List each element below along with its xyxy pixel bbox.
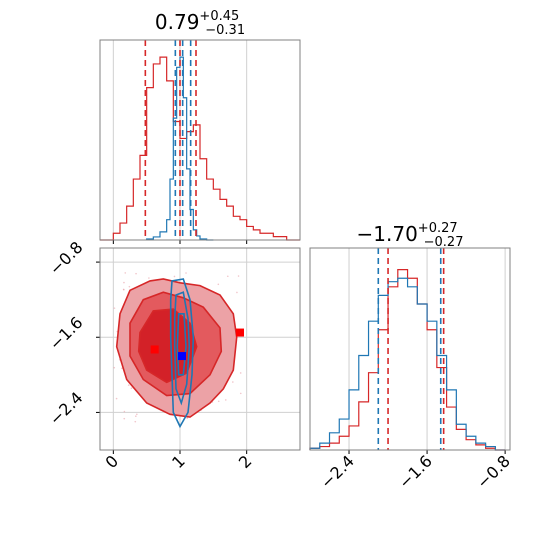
sample-point <box>113 366 116 369</box>
joint-frame <box>99 247 301 451</box>
sample-point <box>130 387 133 389</box>
sample-point <box>239 392 242 395</box>
sample-point <box>124 272 127 274</box>
marginal-y-title: −1.70+0.27 −0.27 <box>357 221 464 250</box>
sample-point <box>232 381 234 383</box>
sample-point <box>186 417 189 419</box>
sample-point <box>135 415 137 417</box>
blue-contour <box>169 278 195 429</box>
marginal-x-frame <box>99 39 301 241</box>
red-contour-inner <box>137 308 198 384</box>
x-tick-label: −1.6 <box>395 451 436 492</box>
marginal-y-panel: −2.4 −1.6 −0.8 −1.70+0.27 −0.27 <box>309 221 514 492</box>
sample-point <box>135 272 137 275</box>
sample-point <box>226 275 229 278</box>
y-tick-label: −1.6 <box>46 313 87 354</box>
marginal-x-panel: 0.79+0.45 −0.31 <box>99 9 301 244</box>
histogram-red <box>309 269 506 451</box>
sample-point <box>128 285 131 288</box>
sample-point <box>134 420 137 423</box>
sample-point <box>237 275 240 277</box>
x-tick-label: −0.8 <box>473 451 514 492</box>
marginal-x-title: 0.79+0.45 −0.31 <box>155 9 245 38</box>
sample-point <box>123 417 126 420</box>
sample-point <box>185 272 187 274</box>
blue-contour <box>173 291 191 406</box>
y-tick-label: −2.4 <box>46 388 87 429</box>
sample-point <box>217 283 220 286</box>
sample-point <box>123 281 125 284</box>
blue-contour <box>176 313 187 376</box>
sample-point <box>115 397 118 400</box>
histogram-red <box>100 56 300 241</box>
sample-point <box>121 367 123 370</box>
blue-marker <box>178 352 186 361</box>
red-marker <box>236 328 244 337</box>
sample-point <box>136 413 138 416</box>
y-tick-label: −0.8 <box>46 238 87 279</box>
x-tick-label: 1 <box>168 451 189 472</box>
x-tick-label: 0 <box>102 451 123 472</box>
contour-group <box>113 272 244 429</box>
sample-point <box>224 399 227 401</box>
x-tick-label: 2 <box>235 451 256 472</box>
histogram-blue <box>309 277 506 451</box>
sample-point <box>127 384 130 386</box>
sample-point <box>122 288 125 291</box>
sample-point <box>217 400 220 403</box>
sample-point <box>239 372 242 374</box>
sample-point <box>148 277 150 279</box>
sample-point <box>123 410 126 413</box>
joint-contour-panel: 0 1 2 −0.8 −1.6 −2.4 <box>46 238 301 472</box>
marginal-y-frame <box>309 247 511 451</box>
sample-point <box>113 307 116 309</box>
sample-point <box>173 275 176 278</box>
sample-point <box>236 291 238 294</box>
x-tick-label: −2.4 <box>317 451 358 492</box>
red-marker <box>150 345 159 354</box>
